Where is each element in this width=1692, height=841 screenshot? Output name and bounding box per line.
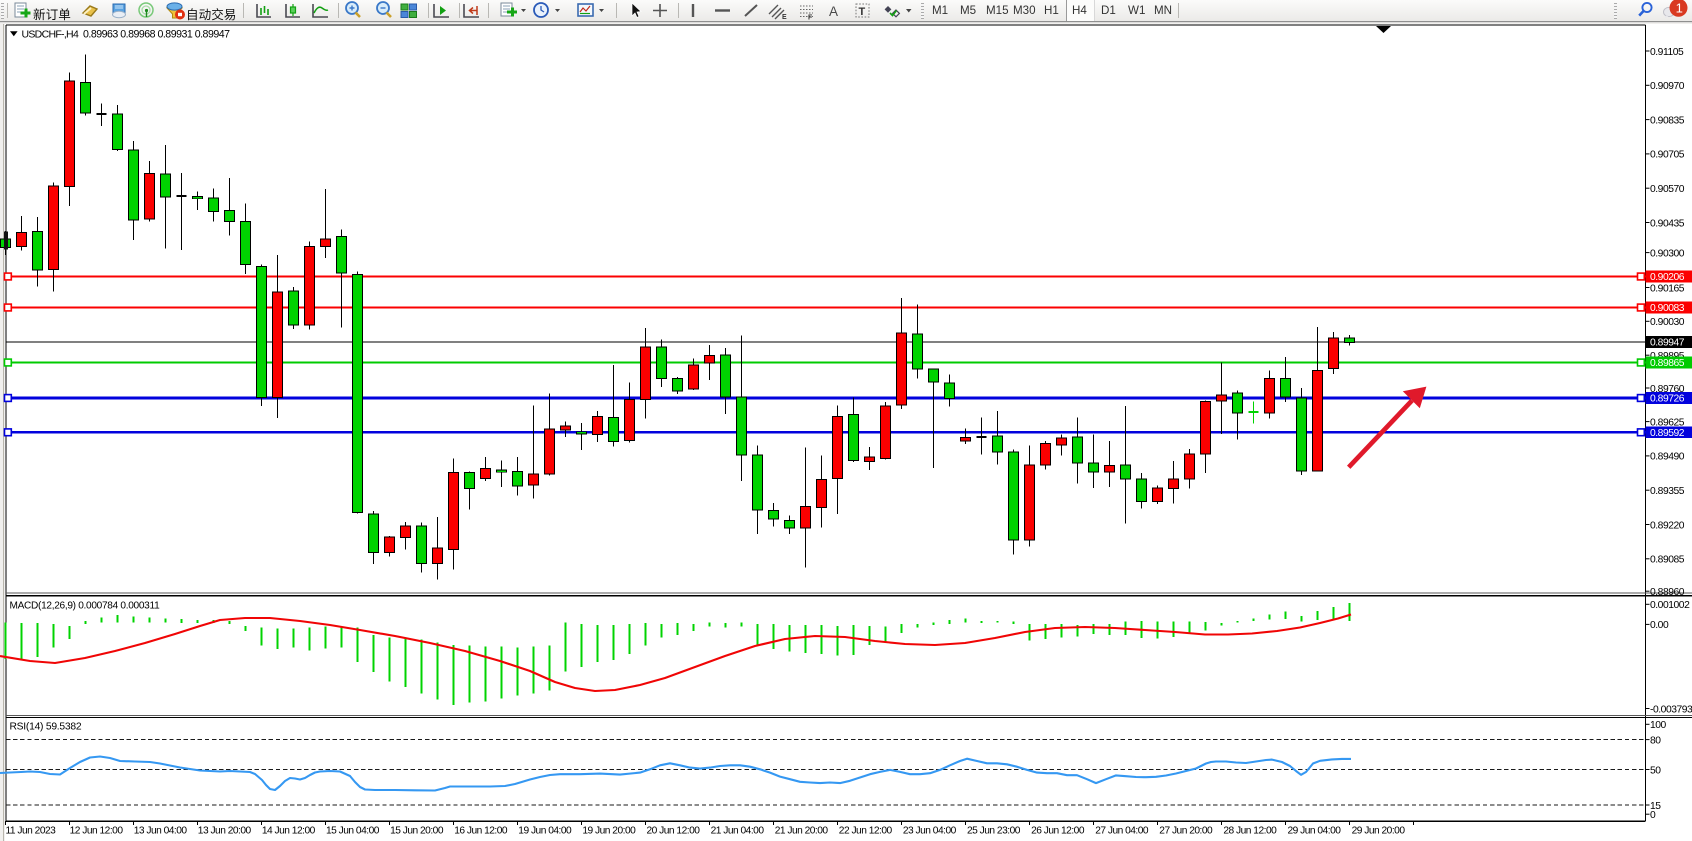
svg-text:26 Jun 12:00: 26 Jun 12:00 (1031, 826, 1085, 837)
svg-text:21 Jun 04:00: 21 Jun 04:00 (711, 826, 765, 837)
svg-text:E: E (782, 14, 787, 21)
svg-text:0.00: 0.00 (1650, 620, 1669, 631)
svg-text:0.89085: 0.89085 (1650, 555, 1685, 566)
svg-text:0.90570: 0.90570 (1650, 184, 1685, 195)
svg-text:16 Jun 12:00: 16 Jun 12:00 (454, 826, 508, 837)
svg-text:0.90835: 0.90835 (1650, 115, 1685, 126)
svg-text:A: A (829, 4, 838, 19)
svg-text:50: 50 (1650, 765, 1661, 776)
svg-text:0.90165: 0.90165 (1650, 283, 1685, 294)
svg-text:0.89865: 0.89865 (1650, 358, 1685, 369)
svg-text:21 Jun 20:00: 21 Jun 20:00 (775, 826, 829, 837)
svg-text:-0.003793: -0.003793 (1650, 704, 1692, 715)
svg-text:0.89490: 0.89490 (1650, 452, 1685, 463)
svg-text:0.89760: 0.89760 (1650, 384, 1685, 395)
svg-text:F: F (808, 15, 813, 22)
svg-text:1: 1 (1676, 0, 1683, 15)
svg-text:15 Jun 04:00: 15 Jun 04:00 (326, 826, 380, 837)
svg-text:19 Jun 20:00: 19 Jun 20:00 (582, 826, 636, 837)
svg-text:23 Jun 04:00: 23 Jun 04:00 (903, 826, 957, 837)
svg-text:0.91105: 0.91105 (1650, 47, 1684, 58)
svg-text:29 Jun 04:00: 29 Jun 04:00 (1288, 826, 1342, 837)
svg-text:11 Jun 2023: 11 Jun 2023 (6, 826, 57, 837)
svg-text:T: T (859, 6, 866, 18)
svg-text:0.89947: 0.89947 (1650, 338, 1685, 349)
svg-text:0.89592: 0.89592 (1650, 428, 1685, 439)
svg-text:RSI(14) 59.5382: RSI(14) 59.5382 (10, 721, 82, 732)
svg-text:0.90206: 0.90206 (1650, 272, 1685, 283)
svg-text:25 Jun 23:00: 25 Jun 23:00 (967, 826, 1021, 837)
svg-text:15 Jun 20:00: 15 Jun 20:00 (390, 826, 444, 837)
svg-text:13 Jun 04:00: 13 Jun 04:00 (134, 826, 188, 837)
svg-text:29 Jun 20:00: 29 Jun 20:00 (1352, 826, 1406, 837)
svg-text:28 Jun 12:00: 28 Jun 12:00 (1223, 826, 1277, 837)
svg-text:80: 80 (1650, 735, 1661, 746)
svg-text:22 Jun 12:00: 22 Jun 12:00 (839, 826, 893, 837)
svg-text:0.001002: 0.001002 (1650, 600, 1690, 611)
svg-text:0.89220: 0.89220 (1650, 520, 1685, 531)
svg-text:12 Jun 12:00: 12 Jun 12:00 (70, 826, 124, 837)
svg-text:0.89726: 0.89726 (1650, 394, 1685, 405)
svg-text:0.89355: 0.89355 (1650, 486, 1685, 497)
svg-text:13 Jun 20:00: 13 Jun 20:00 (198, 826, 252, 837)
svg-text:USDCHF-,H4: USDCHF-,H4 (22, 29, 79, 41)
svg-text:0.89625: 0.89625 (1650, 417, 1685, 428)
svg-text:27 Jun 04:00: 27 Jun 04:00 (1095, 826, 1149, 837)
svg-text:0.90030: 0.90030 (1650, 317, 1685, 328)
svg-text:0.90300: 0.90300 (1650, 248, 1685, 259)
svg-text:100: 100 (1650, 720, 1667, 731)
svg-text:0.90083: 0.90083 (1650, 303, 1685, 314)
svg-text:27 Jun 20:00: 27 Jun 20:00 (1159, 826, 1213, 837)
svg-text:20 Jun 12:00: 20 Jun 12:00 (647, 826, 701, 837)
svg-text:0.89895: 0.89895 (1650, 351, 1685, 362)
svg-text:0.90970: 0.90970 (1650, 81, 1685, 92)
svg-text:MACD(12,26,9) 0.000784 0.00031: MACD(12,26,9) 0.000784 0.000311 (10, 600, 161, 611)
svg-text:0.89963 0.89968 0.89931 0.8994: 0.89963 0.89968 0.89931 0.89947 (83, 28, 230, 40)
svg-text:0: 0 (1650, 810, 1656, 821)
svg-text:0.90435: 0.90435 (1650, 218, 1685, 229)
svg-text:14 Jun 12:00: 14 Jun 12:00 (262, 826, 316, 837)
svg-text:0.88960: 0.88960 (1650, 587, 1685, 598)
svg-text:0.90705: 0.90705 (1650, 150, 1685, 161)
svg-text:19 Jun 04:00: 19 Jun 04:00 (518, 826, 572, 837)
svg-text:15: 15 (1650, 801, 1661, 812)
